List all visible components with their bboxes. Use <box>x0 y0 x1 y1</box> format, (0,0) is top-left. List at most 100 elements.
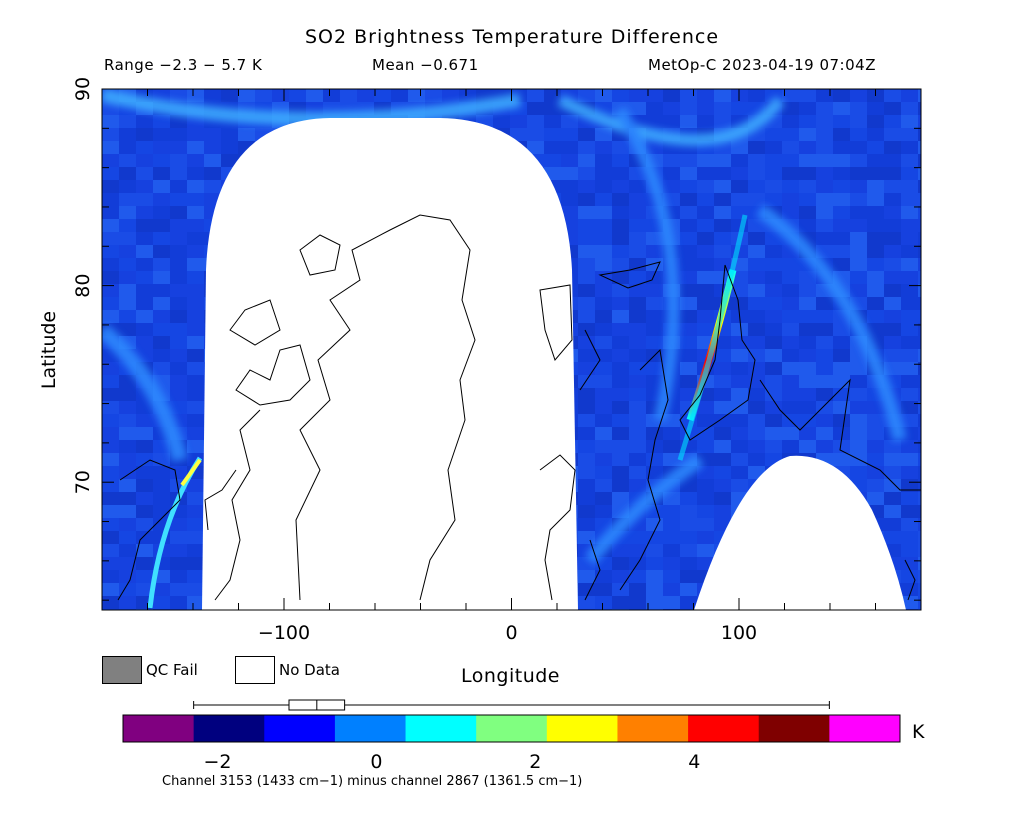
heatmap-cell <box>901 583 918 596</box>
heatmap-cell <box>153 492 170 505</box>
heatmap-cell <box>714 492 731 505</box>
heatmap-cell <box>119 297 136 310</box>
no-data-region-east <box>694 455 906 610</box>
heatmap-cell <box>901 492 918 505</box>
heatmap-cell <box>646 297 663 310</box>
heatmap-cell <box>646 284 663 297</box>
heatmap-cell <box>697 297 714 310</box>
heatmap-cell <box>187 141 204 154</box>
heatmap-cell <box>136 401 153 414</box>
heatmap-cell <box>816 609 833 610</box>
no-data-swatch <box>235 656 275 684</box>
heatmap-cell <box>102 557 119 570</box>
heatmap-cell <box>782 193 799 206</box>
heatmap-cell <box>901 167 918 180</box>
heatmap-cell <box>680 583 697 596</box>
heatmap-cell <box>901 323 918 336</box>
heatmap-cell <box>697 505 714 518</box>
heatmap-cell <box>136 557 153 570</box>
heatmap-cell <box>833 440 850 453</box>
heatmap-cell <box>731 154 748 167</box>
heatmap-cell <box>646 245 663 258</box>
heatmap-cell <box>918 310 921 323</box>
heatmap-cell <box>663 518 680 531</box>
heatmap-cell <box>714 141 731 154</box>
heatmap-cell <box>918 518 921 531</box>
heatmap-cell <box>714 609 731 610</box>
heatmap-cell <box>561 180 578 193</box>
heatmap-cell <box>102 492 119 505</box>
heatmap-cell <box>901 141 918 154</box>
heatmap-cell <box>544 609 561 610</box>
heatmap-cell <box>833 206 850 219</box>
heatmap-cell <box>850 466 867 479</box>
heatmap-cell <box>680 310 697 323</box>
heatmap-cell <box>850 375 867 388</box>
heatmap-cell <box>612 375 629 388</box>
heatmap-cell <box>170 336 187 349</box>
heatmap-cell <box>816 102 833 115</box>
heatmap-cell <box>136 427 153 440</box>
range-text: Range −2.3 − 5.7 K <box>104 56 263 74</box>
heatmap-cell <box>833 362 850 375</box>
heatmap-cell <box>680 284 697 297</box>
heatmap-cell <box>119 219 136 232</box>
heatmap-cell <box>119 492 136 505</box>
heatmap-cell <box>578 180 595 193</box>
heatmap-cell <box>221 609 238 610</box>
heatmap-cell <box>629 284 646 297</box>
heatmap-cell <box>561 609 578 610</box>
heatmap-cell <box>646 141 663 154</box>
heatmap-cell <box>850 89 867 102</box>
heatmap-cell <box>918 596 921 609</box>
heatmap-cell <box>119 245 136 258</box>
heatmap-cell <box>153 141 170 154</box>
heatmap-cell <box>612 596 629 609</box>
heatmap-cell <box>187 570 204 583</box>
heatmap-cell <box>867 206 884 219</box>
heatmap-cell <box>595 505 612 518</box>
heatmap-cell <box>901 609 918 610</box>
heatmap-cell <box>595 271 612 284</box>
heatmap-cell <box>884 271 901 284</box>
heatmap-cell <box>629 102 646 115</box>
heatmap-cell <box>799 609 816 610</box>
heatmap-cell <box>153 362 170 375</box>
heatmap-cell <box>697 479 714 492</box>
heatmap-cell <box>102 388 119 401</box>
heatmap-cell <box>119 531 136 544</box>
heatmap-cell <box>867 466 884 479</box>
heatmap-cell <box>119 141 136 154</box>
heatmap-cell <box>204 180 221 193</box>
heatmap-cell <box>731 297 748 310</box>
heatmap-cell <box>680 206 697 219</box>
heatmap-cell <box>731 323 748 336</box>
heatmap-cell <box>714 466 731 479</box>
heatmap-cell <box>119 193 136 206</box>
heatmap-cell <box>595 375 612 388</box>
heatmap-cell <box>663 609 680 610</box>
heatmap-cell <box>850 128 867 141</box>
heatmap-cell <box>595 583 612 596</box>
heatmap-cell <box>629 479 646 492</box>
heatmap-cell <box>765 440 782 453</box>
heatmap-cell <box>867 154 884 167</box>
heatmap-cell <box>918 89 921 102</box>
heatmap-cell <box>561 167 578 180</box>
heatmap-cell <box>884 284 901 297</box>
heatmap-cell <box>884 180 901 193</box>
heatmap-cell <box>714 193 731 206</box>
heatmap-cell <box>867 102 884 115</box>
heatmap-cell <box>153 258 170 271</box>
heatmap-cell <box>187 414 204 427</box>
heatmap-cell <box>629 609 646 610</box>
heatmap-cell <box>153 232 170 245</box>
heatmap-cell <box>136 258 153 271</box>
heatmap-cell <box>119 518 136 531</box>
heatmap-cell <box>782 297 799 310</box>
heatmap-cell <box>646 518 663 531</box>
heatmap-cell <box>612 271 629 284</box>
colorbar-tick-label: 0 <box>370 751 382 773</box>
heatmap-cell <box>612 427 629 440</box>
heatmap-cell <box>646 531 663 544</box>
